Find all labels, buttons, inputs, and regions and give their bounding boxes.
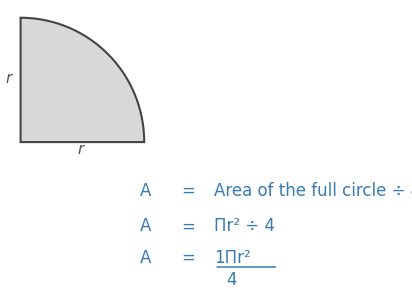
Text: =: = — [181, 218, 195, 235]
Text: r: r — [77, 142, 84, 157]
Text: r: r — [5, 71, 12, 86]
Text: Area of the full circle ÷ 4: Area of the full circle ÷ 4 — [214, 182, 412, 200]
Text: 4: 4 — [227, 271, 237, 289]
Text: A: A — [140, 218, 152, 235]
Text: =: = — [181, 249, 195, 266]
Text: Πr² ÷ 4: Πr² ÷ 4 — [214, 218, 275, 235]
Text: =: = — [181, 182, 195, 200]
Text: 1Πr²: 1Πr² — [214, 249, 251, 266]
Text: A: A — [140, 249, 152, 266]
Text: A: A — [140, 182, 152, 200]
Polygon shape — [21, 18, 144, 142]
